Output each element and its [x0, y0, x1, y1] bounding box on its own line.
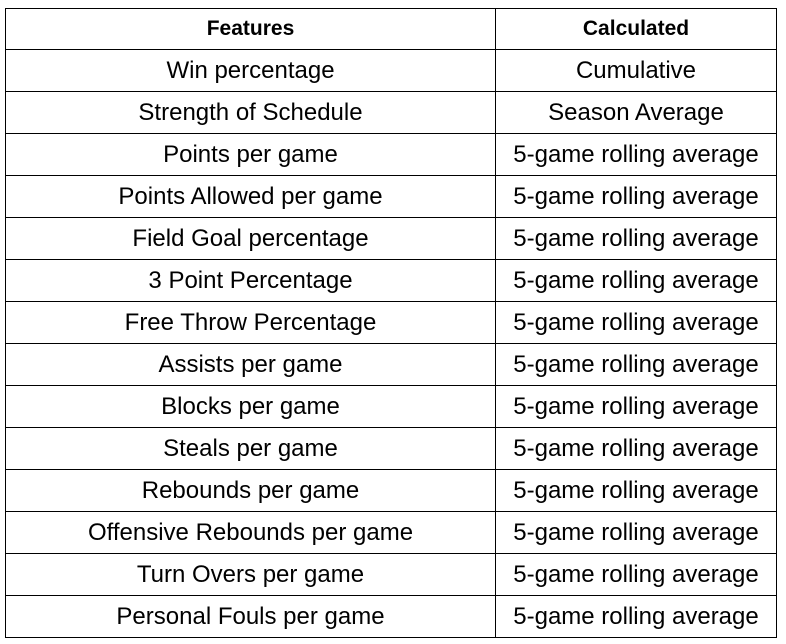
calculated-cell: 5-game rolling average: [495, 511, 777, 554]
feature-cell: 3 Point Percentage: [5, 259, 496, 302]
feature-cell: Strength of Schedule: [5, 91, 496, 134]
table-row: Free Throw Percentage 5-game rolling ave…: [5, 301, 777, 344]
table-row: Rebounds per game 5-game rolling average: [5, 469, 777, 512]
header-calculated: Calculated: [495, 8, 777, 50]
table-row: Strength of Schedule Season Average: [5, 91, 777, 134]
table-row: Personal Fouls per game 5-game rolling a…: [5, 595, 777, 638]
feature-cell: Win percentage: [5, 49, 496, 92]
table-row: Field Goal percentage 5-game rolling ave…: [5, 217, 777, 260]
table-header-row: Features Calculated: [5, 8, 777, 50]
feature-cell: Points per game: [5, 133, 496, 176]
calculated-cell: 5-game rolling average: [495, 217, 777, 260]
feature-cell: Assists per game: [5, 343, 496, 386]
table-row: 3 Point Percentage 5-game rolling averag…: [5, 259, 777, 302]
feature-cell: Field Goal percentage: [5, 217, 496, 260]
feature-cell: Turn Overs per game: [5, 553, 496, 596]
feature-cell: Offensive Rebounds per game: [5, 511, 496, 554]
calculated-cell: Season Average: [495, 91, 777, 134]
features-table-container: Features Calculated Win percentage Cumul…: [5, 8, 777, 638]
feature-cell: Free Throw Percentage: [5, 301, 496, 344]
feature-cell: Steals per game: [5, 427, 496, 470]
calculated-cell: 5-game rolling average: [495, 301, 777, 344]
table-row: Turn Overs per game 5-game rolling avera…: [5, 553, 777, 596]
table-row: Offensive Rebounds per game 5-game rolli…: [5, 511, 777, 554]
header-features: Features: [5, 8, 496, 50]
table-body: Win percentage Cumulative Strength of Sc…: [5, 49, 777, 638]
table-row: Steals per game 5-game rolling average: [5, 427, 777, 470]
calculated-cell: 5-game rolling average: [495, 133, 777, 176]
calculated-cell: 5-game rolling average: [495, 259, 777, 302]
table-row: Assists per game 5-game rolling average: [5, 343, 777, 386]
calculated-cell: 5-game rolling average: [495, 385, 777, 428]
feature-cell: Personal Fouls per game: [5, 595, 496, 638]
calculated-cell: 5-game rolling average: [495, 175, 777, 218]
calculated-cell: 5-game rolling average: [495, 427, 777, 470]
feature-cell: Points Allowed per game: [5, 175, 496, 218]
table-row: Points per game 5-game rolling average: [5, 133, 777, 176]
calculated-cell: 5-game rolling average: [495, 595, 777, 638]
table-row: Points Allowed per game 5-game rolling a…: [5, 175, 777, 218]
feature-cell: Blocks per game: [5, 385, 496, 428]
feature-cell: Rebounds per game: [5, 469, 496, 512]
calculated-cell: 5-game rolling average: [495, 469, 777, 512]
table-row: Blocks per game 5-game rolling average: [5, 385, 777, 428]
calculated-cell: 5-game rolling average: [495, 343, 777, 386]
features-table: Features Calculated Win percentage Cumul…: [5, 8, 777, 638]
table-row: Win percentage Cumulative: [5, 49, 777, 92]
calculated-cell: 5-game rolling average: [495, 553, 777, 596]
calculated-cell: Cumulative: [495, 49, 777, 92]
